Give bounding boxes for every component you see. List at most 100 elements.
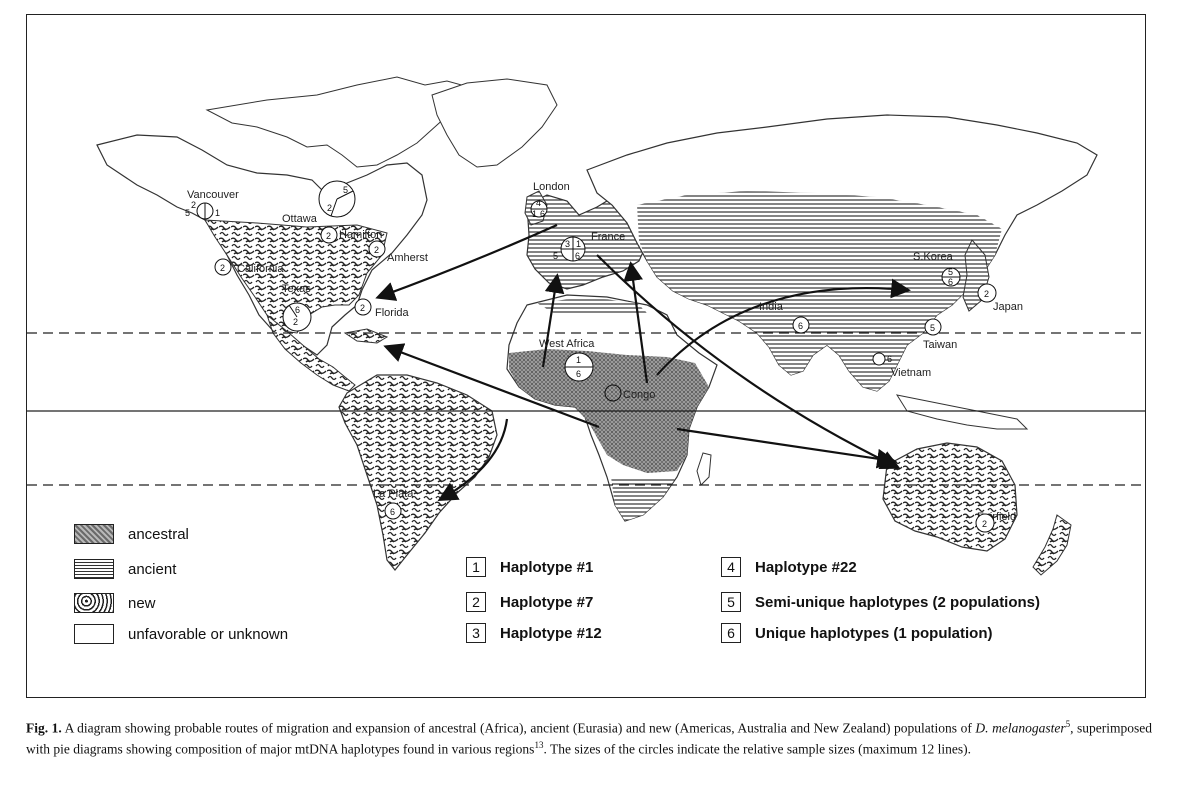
route-africa-to-asia: [656, 278, 911, 376]
haplotype-legend-5: 5 Semi-unique haplotypes (2 populations): [721, 592, 1040, 612]
svg-text:2: 2: [982, 519, 987, 529]
caption-figure-number: Fig. 1.: [26, 720, 62, 736]
haplotype-legend-1: 1 Haplotype #1: [466, 557, 593, 577]
site-label-ottawa: Ottawa: [282, 213, 317, 225]
haplotype-number-box: 3: [466, 623, 486, 643]
pie-japan: 2: [977, 283, 997, 303]
arctic-islands: [205, 76, 558, 168]
pie-diagrams: 2 5 1 5 2 2 2 2: [185, 180, 997, 533]
svg-text:6: 6: [948, 277, 953, 287]
site-label-london: London: [533, 181, 570, 193]
svg-text:1: 1: [215, 208, 220, 218]
unknown-swatch: [74, 624, 114, 644]
pie-florida: 2: [354, 298, 372, 316]
haplotype-legend-6: 6 Unique haplotypes (1 population): [721, 623, 993, 643]
svg-text:3: 3: [565, 239, 570, 249]
svg-text:2: 2: [360, 303, 365, 313]
haplotype-legend-2: 2 Haplotype #7: [466, 592, 593, 612]
haplotype-label: Haplotype #22: [755, 558, 857, 576]
site-label-west-africa: West Africa: [539, 338, 595, 350]
pie-s-korea: 5 6: [941, 267, 961, 287]
svg-text:6: 6: [295, 305, 300, 315]
legend-new: new: [74, 593, 156, 613]
site-label-hamilton: Hamilton: [339, 229, 383, 241]
haplotype-label: Haplotype #12: [500, 624, 602, 642]
site-label-amherst: Amherst: [387, 252, 428, 264]
figure-caption: Fig. 1. A diagram showing probable route…: [26, 716, 1152, 757]
pie-taiwan: 5: [924, 318, 942, 336]
legend-unknown-label: unfavorable or unknown: [128, 625, 289, 643]
svg-text:6: 6: [576, 369, 581, 379]
site-label-texas: Texas: [282, 283, 311, 295]
svg-text:4: 4: [536, 198, 541, 208]
svg-text:6: 6: [390, 507, 395, 517]
ancestral-swatch: [74, 524, 114, 544]
legend-ancient: ancient: [74, 559, 176, 579]
svg-text:2: 2: [326, 231, 331, 241]
site-label-india: India: [759, 301, 783, 313]
route-africa-to-australia: [676, 427, 897, 469]
legend-new-label: new: [128, 594, 156, 612]
svg-text:2: 2: [984, 289, 989, 299]
haplotype-legend-3: 3 Haplotype #12: [466, 623, 602, 643]
se-asia-islands: [895, 394, 1029, 430]
new-zealand: [1032, 514, 1072, 576]
svg-text:6: 6: [887, 354, 892, 364]
svg-text:5: 5: [948, 267, 953, 277]
svg-text:1: 1: [532, 209, 537, 219]
svg-text:5: 5: [553, 251, 558, 261]
pie-vietnam: 6: [872, 352, 892, 366]
route-europe-to-australia: [596, 254, 901, 470]
haplotype-legend-4: 4 Haplotype #22: [721, 557, 857, 577]
site-label-japan: Japan: [993, 301, 1023, 313]
site-label-france: France: [591, 231, 626, 243]
pie-west-africa: 1 6: [564, 352, 594, 382]
haplotype-label: Haplotype #7: [500, 593, 594, 611]
svg-text:6: 6: [798, 321, 803, 331]
africa-south-region: [611, 477, 675, 521]
haplotype-label: Unique haplotypes (1 population): [755, 624, 993, 642]
haplotype-label: Haplotype #1: [500, 558, 594, 576]
central-america: [265, 313, 356, 392]
pie-fairfield: 2: [975, 513, 995, 533]
pie-texas: 6 2: [282, 302, 312, 332]
route-africa-to-europe: [623, 261, 649, 384]
route-africa-to-france: [541, 273, 565, 368]
north-africa-region: [537, 297, 647, 315]
svg-text:2: 2: [327, 203, 332, 213]
legend-ancient-label: ancient: [128, 560, 177, 578]
migration-routes: [375, 223, 911, 501]
route-france-to-florida: [375, 223, 558, 301]
caption-text-part2: , superimposed with pie diagrams showing…: [26, 720, 1152, 757]
pie-vancouver: 2 5 1: [185, 200, 220, 220]
caption-reference-1: 5: [1065, 719, 1071, 729]
pie-hamilton: 2: [320, 226, 338, 244]
legend-unknown: unfavorable or unknown: [74, 624, 288, 644]
pie-london: 4 1 6: [530, 198, 548, 219]
svg-text:1: 1: [576, 239, 581, 249]
svg-text:6: 6: [575, 251, 580, 261]
madagascar: [696, 452, 712, 486]
site-label-taiwan: Taiwan: [923, 339, 958, 351]
svg-text:2: 2: [293, 317, 298, 327]
site-label-california: California: [237, 263, 284, 275]
svg-text:1: 1: [576, 355, 581, 365]
svg-text:5: 5: [343, 185, 348, 195]
site-label-s-korea: S.Korea: [913, 251, 953, 263]
svg-text:6: 6: [540, 209, 545, 219]
new-swatch: [74, 593, 114, 613]
svg-text:5: 5: [930, 323, 935, 333]
figure-frame: Vancouver Ottawa Hamilton Amherst Califo…: [26, 14, 1146, 698]
site-label-vietnam: Vietnam: [891, 367, 932, 379]
site-label-la-plata: La Plata: [373, 488, 414, 500]
pie-ottawa: 5 2: [318, 180, 356, 218]
pie-la-plata: 6: [384, 502, 402, 520]
haplotype-number-box: 5: [721, 592, 741, 612]
caption-text-part1: A diagram showing probable routes of mig…: [61, 720, 976, 736]
legend-ancestral: ancestral: [74, 524, 189, 544]
route-south-america-south: [437, 418, 509, 501]
europe: [526, 194, 648, 290]
route-africa-to-america: [383, 343, 600, 429]
legend-ancestral-label: ancestral: [128, 525, 189, 543]
svg-text:2: 2: [220, 263, 225, 273]
